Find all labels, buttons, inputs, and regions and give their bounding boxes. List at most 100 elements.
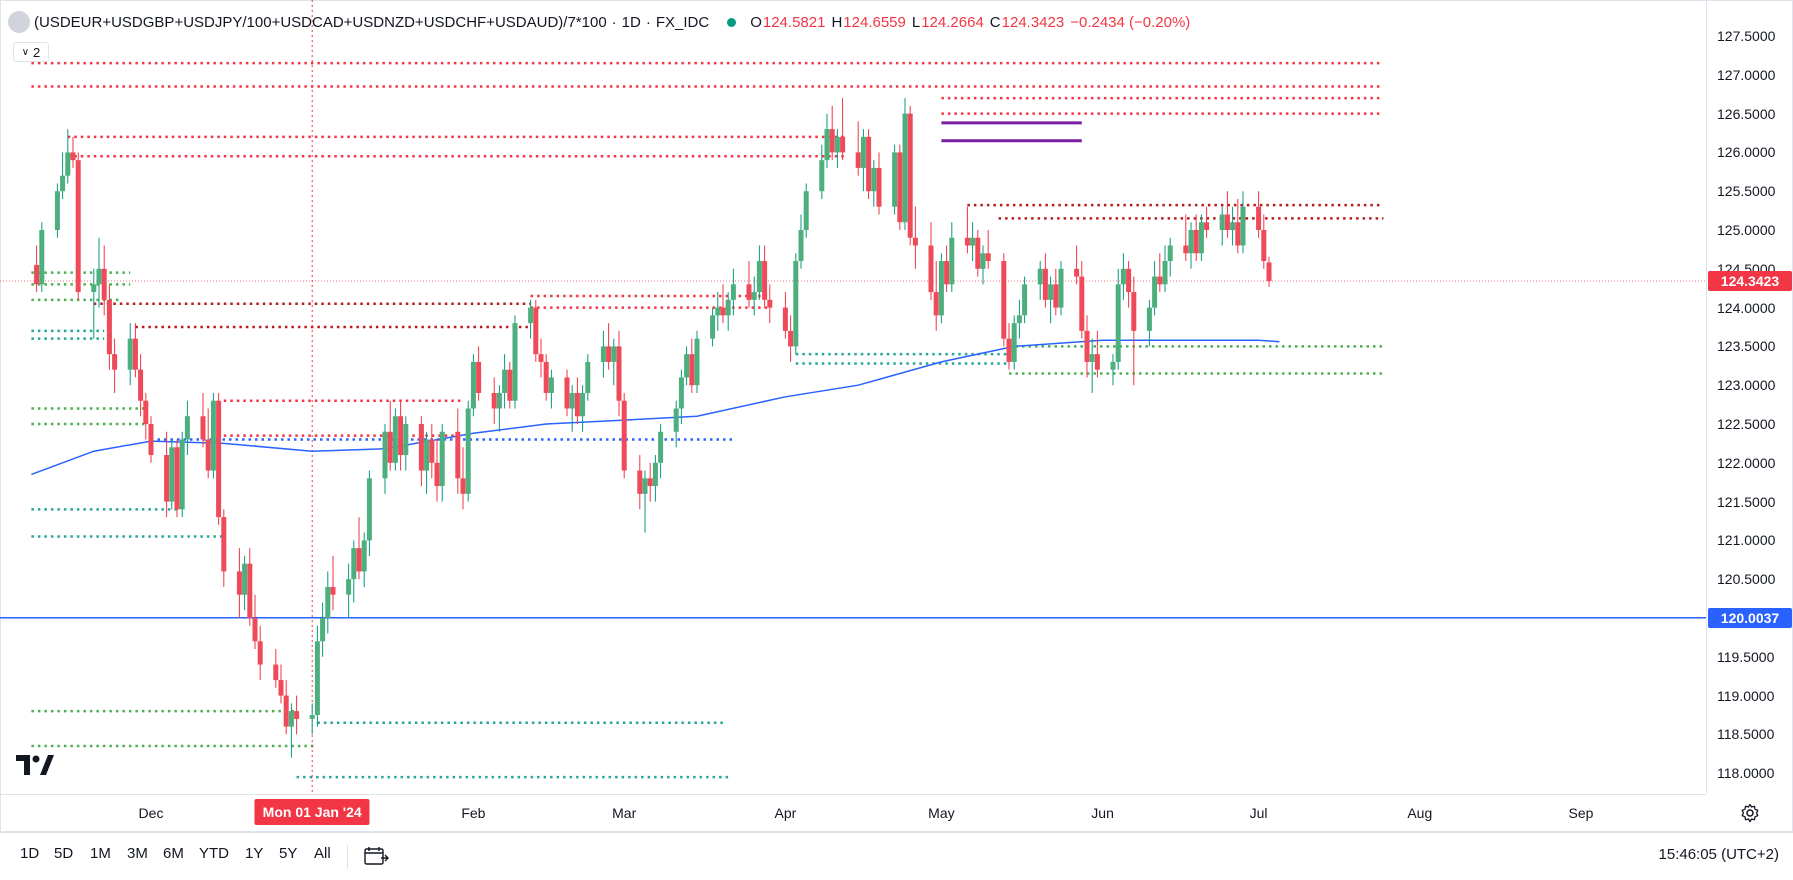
range-button-1m[interactable]: 1M: [90, 845, 111, 862]
price-tick-label: 118.5000: [1717, 726, 1775, 743]
candle-body: [247, 563, 253, 618]
candle-body: [257, 641, 263, 665]
candle-body: [1230, 222, 1236, 230]
candle-body: [975, 237, 981, 269]
candle-body: [944, 261, 950, 285]
range-button-ytd[interactable]: YTD: [199, 845, 229, 862]
range-button-all[interactable]: All: [314, 845, 331, 862]
candle-body: [1016, 315, 1022, 324]
candle-body: [314, 641, 320, 715]
candle-body: [580, 392, 586, 417]
candle-body: [564, 377, 570, 409]
source-label[interactable]: FX_IDC: [655, 13, 710, 31]
price-tick-label: 119.5000: [1717, 648, 1775, 665]
candle-body: [1022, 284, 1028, 316]
candle-body: [798, 230, 804, 262]
candle-body: [652, 462, 658, 487]
candle-body: [470, 361, 476, 409]
market-status-icon[interactable]: [727, 17, 737, 27]
time-tick-label: Mar: [612, 805, 637, 821]
range-button-1y[interactable]: 1Y: [245, 845, 264, 862]
legend-separator: ·: [611, 13, 617, 31]
candle-body: [216, 400, 222, 518]
candle-body: [1037, 268, 1043, 285]
timezone-clock[interactable]: 15:46:05 (UTC+2): [1658, 846, 1779, 863]
range-button-1d[interactable]: 1D: [20, 845, 40, 862]
candle-body: [70, 152, 76, 161]
candle-body: [684, 354, 690, 378]
candle-body: [1126, 268, 1132, 293]
candle-body: [221, 517, 227, 572]
candle-body: [985, 253, 991, 262]
price-tick-label: 127.0000: [1717, 66, 1776, 83]
candle-body: [1240, 206, 1246, 246]
candle-body: [507, 369, 513, 401]
open-value: 124.5821: [762, 13, 826, 31]
level-price-label[interactable]: 120.0037: [1708, 607, 1792, 628]
time-tick-label: Sep: [1568, 805, 1594, 821]
candle-body: [1048, 284, 1054, 300]
range-button-3m[interactable]: 3M: [127, 845, 148, 862]
close-value: 124.3423: [1001, 13, 1065, 31]
candle-body: [164, 455, 170, 502]
candle-body: [788, 330, 794, 347]
candle-body: [1084, 330, 1090, 362]
candle-body: [1157, 276, 1163, 285]
candle-body: [143, 400, 149, 424]
candle-body: [876, 167, 882, 207]
candle-body: [621, 400, 627, 471]
candle-body: [127, 338, 133, 370]
candle-body: [465, 408, 471, 494]
toolbar-divider: [347, 845, 348, 869]
candle-body: [689, 354, 695, 386]
candle-body: [533, 307, 539, 355]
candle-body: [1115, 284, 1121, 362]
candle-body: [65, 152, 71, 176]
indicator-count: 2: [33, 44, 41, 60]
candle-body: [949, 237, 955, 285]
range-button-5y[interactable]: 5Y: [279, 845, 298, 862]
range-button-5d[interactable]: 5D: [54, 845, 74, 862]
candle-body: [1079, 276, 1085, 331]
candle-body: [387, 431, 393, 463]
candle-body: [252, 618, 258, 642]
price-chart[interactable]: [0, 0, 1706, 794]
candle-body: [351, 548, 357, 580]
candle-body: [169, 447, 175, 502]
candle-body: [907, 113, 913, 238]
range-button-6m[interactable]: 6M: [163, 845, 184, 862]
candle-body: [658, 431, 664, 463]
chart-settings-gear-icon[interactable]: [1737, 800, 1763, 826]
candle-body: [278, 680, 284, 696]
candle-body: [793, 261, 799, 347]
legend-separator: ·: [645, 13, 651, 31]
symbol-name[interactable]: (USDEUR+USDGBP+USDJPY/100+USDCAD+USDNZD+…: [34, 13, 607, 31]
candle-body: [1058, 268, 1064, 308]
interval-label[interactable]: 1D: [621, 13, 641, 31]
close-label: C: [989, 13, 1001, 31]
tradingview-logo-icon[interactable]: [16, 755, 54, 780]
price-tick-label: 122.5000: [1717, 416, 1776, 432]
candle-body: [330, 586, 336, 595]
candle-body: [60, 175, 66, 192]
symbol-icon[interactable]: [8, 11, 30, 33]
candle-body: [1053, 284, 1059, 308]
candle-body: [1266, 262, 1272, 282]
candle-body: [637, 470, 643, 494]
time-axis[interactable]: Dec Feb Mar Apr May Jun Jul Aug Sep Mon 01 Jan '2…: [0, 794, 1706, 833]
candle-body: [1198, 222, 1204, 254]
candle-body: [273, 664, 279, 681]
price-tick-label: 125.5000: [1717, 183, 1776, 200]
time-tick-label: Feb: [461, 805, 486, 821]
collapse-indicators-button[interactable]: ∨ 2: [13, 42, 49, 62]
candle-body: [200, 416, 206, 440]
price-tick-label: 121.5000: [1717, 493, 1776, 510]
candle-body: [434, 462, 440, 487]
candle-body: [1011, 323, 1017, 362]
last-price-label[interactable]: 124.3423: [1708, 271, 1792, 292]
candle-body: [34, 264, 40, 285]
price-axis[interactable]: 127.5000 127.0000 126.5000 126.0000 125.5000…: [1706, 0, 1793, 794]
candle-body: [439, 431, 445, 487]
candle-body: [179, 439, 185, 510]
go-to-date-calendar-icon[interactable]: [361, 844, 389, 873]
